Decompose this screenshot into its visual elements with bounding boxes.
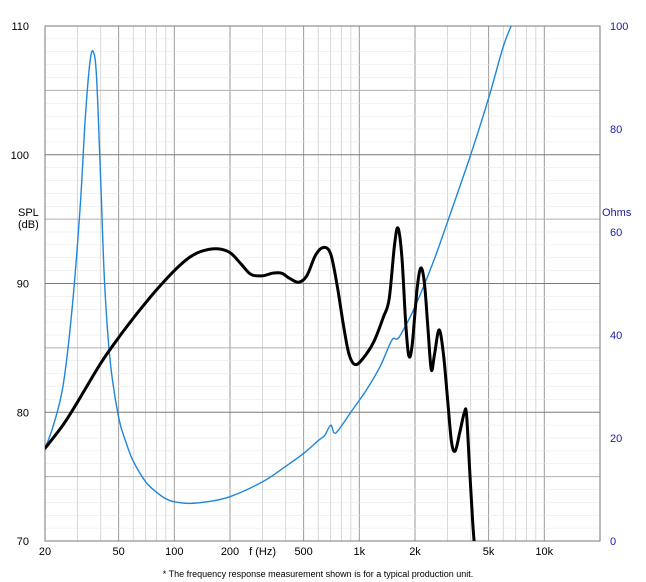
y-right-tick-label: 80 [610, 124, 622, 136]
series-layer [45, 26, 512, 541]
y-right-tick-label: 60 [610, 227, 622, 239]
y-left-axis-title: SPL [18, 207, 39, 219]
x-tick-label: 5k [483, 546, 495, 558]
y-left-tick-label: 80 [17, 407, 29, 419]
axis-titles: f (Hz) SPL(dB) Ohms [18, 207, 632, 558]
x-tick-label: 2k [409, 546, 421, 558]
plot-frame [44, 25, 601, 542]
y-left-tick-label: 70 [17, 536, 29, 548]
y-right-tick-label: 40 [610, 330, 622, 342]
y-right-tick-label: 100 [610, 21, 628, 33]
x-tick-label: 100 [165, 546, 183, 558]
y-right-tick-label: 0 [610, 536, 616, 548]
x-tick-label: 1k [353, 546, 365, 558]
x-tick-label: 10k [535, 546, 553, 558]
x-tick-label: 200 [221, 546, 239, 558]
x-axis-title: f (Hz) [249, 546, 276, 558]
x-tick-label: 500 [294, 546, 312, 558]
y-right-axis-title: Ohms [602, 207, 632, 219]
tick-labels: 70 80 90 100 110 0 20 40 60 80 100 20 50 100 200 500 1k 2… [11, 21, 629, 558]
y-left-tick-label: 90 [17, 279, 29, 291]
grid-lines [44, 25, 601, 542]
x-tick-label: 20 [39, 546, 51, 558]
spl-curve [45, 226, 476, 541]
y-left-tick-label: 110 [11, 21, 29, 33]
impedance-curve [45, 26, 512, 505]
x-tick-label: 50 [112, 546, 124, 558]
y-left-axis-title: (dB) [18, 219, 39, 231]
footnote: * The frequency response measurement sho… [163, 569, 474, 579]
y-left-tick-label: 100 [11, 150, 29, 162]
y-right-tick-label: 20 [610, 433, 622, 445]
